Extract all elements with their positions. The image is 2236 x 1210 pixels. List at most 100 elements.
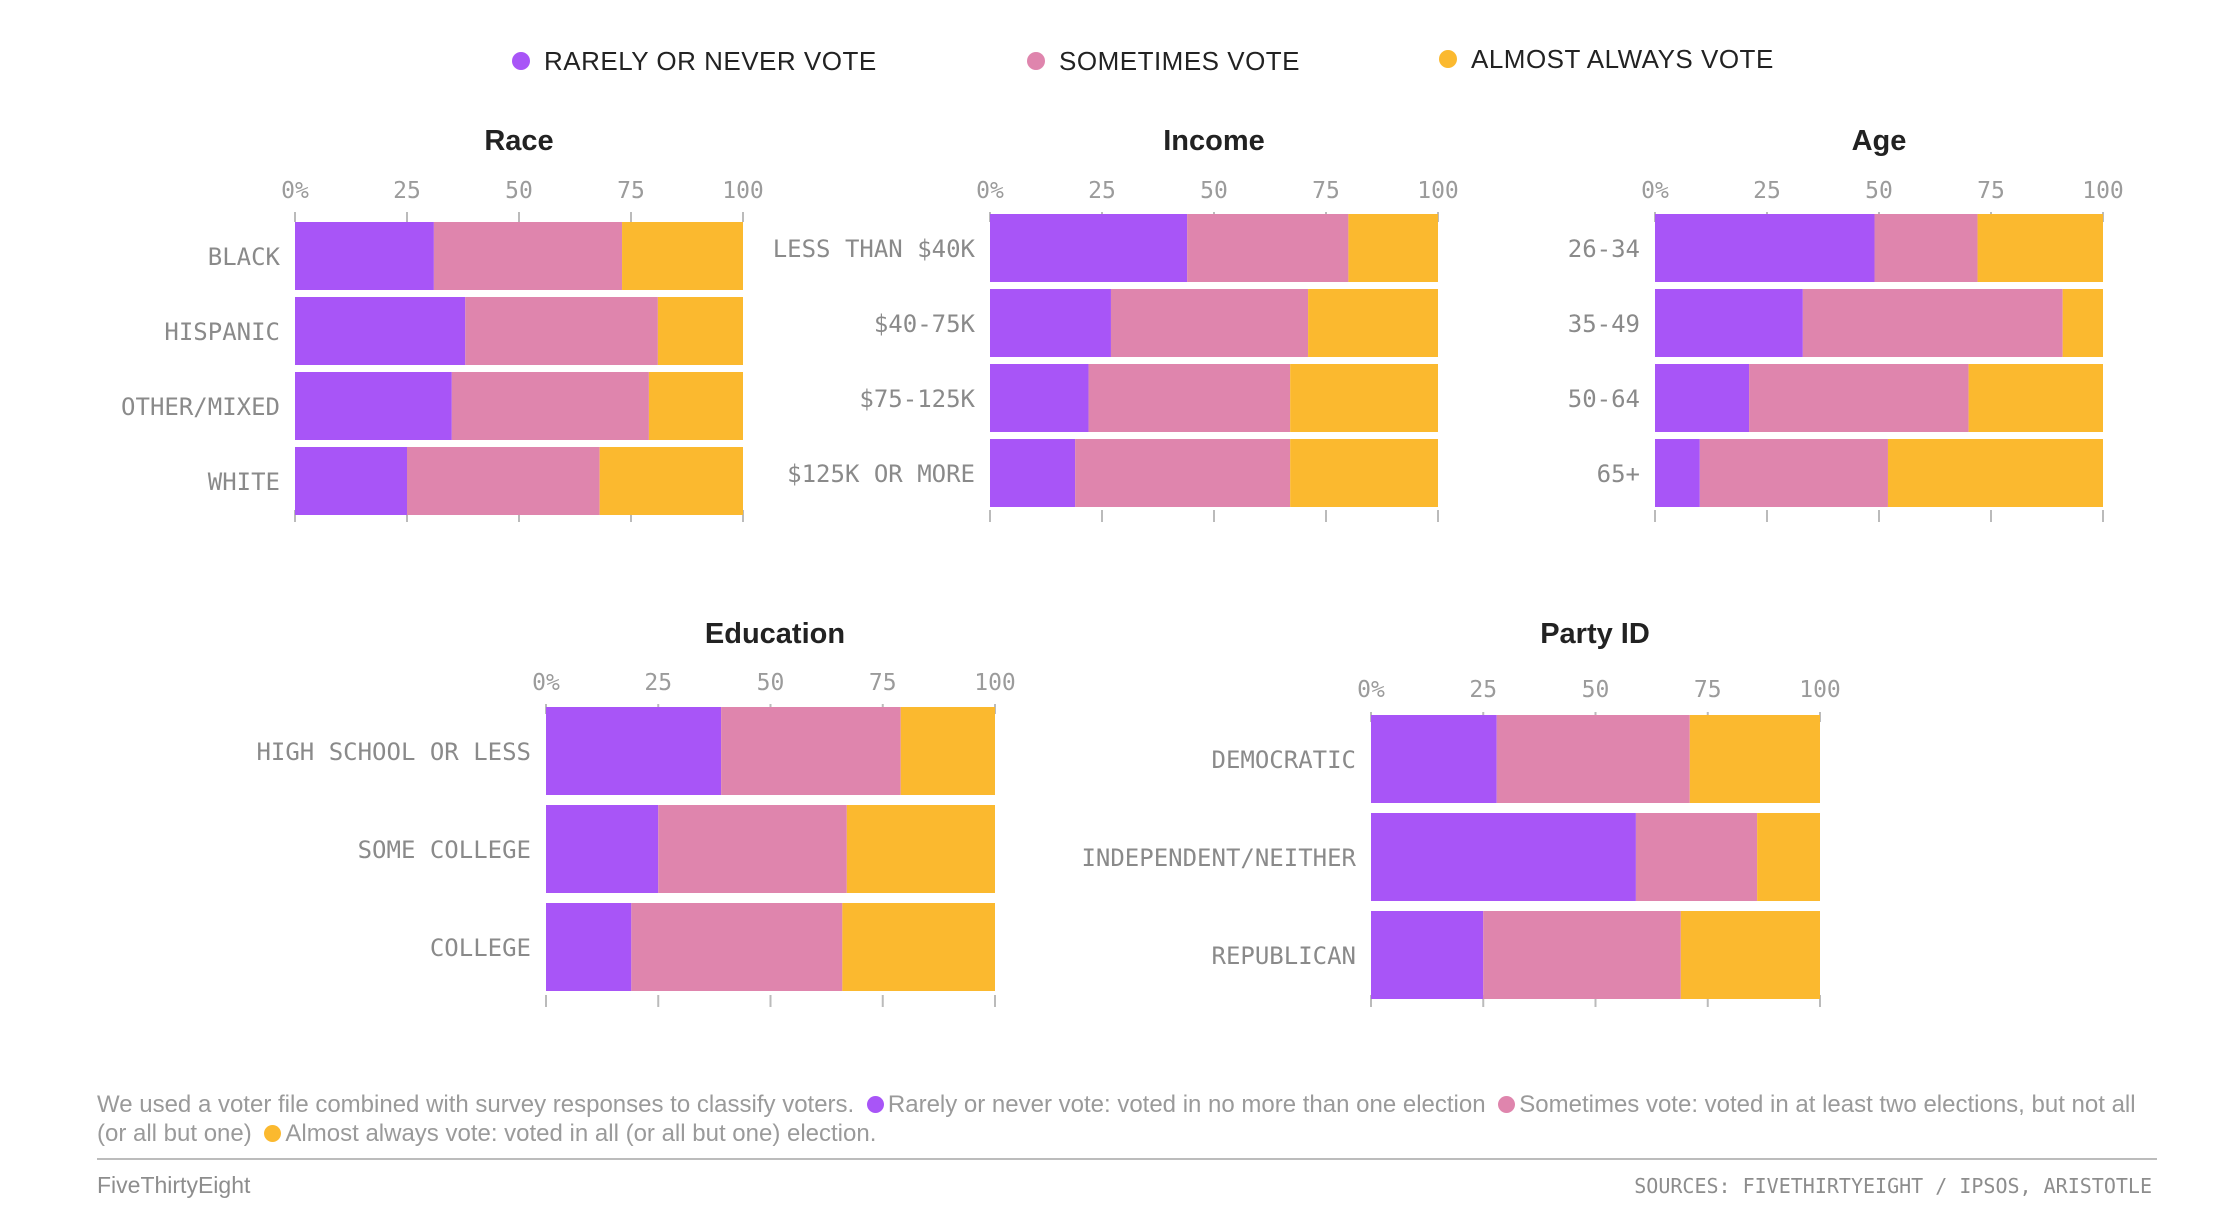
panel-party-id: Party ID 0% 25 50 75 100 DEMOCRATIC INDEPENDENT…	[1081, 618, 1841, 1007]
bar-college-almost-always-vote	[842, 903, 995, 991]
bar-75-125k-sometimes-vote	[1088, 364, 1291, 432]
x-tick-label: 0%	[1641, 178, 1669, 204]
bar-125k-or-more-almost-always-vote	[1290, 439, 1438, 507]
bar-independent-neither-sometimes-vote	[1635, 813, 1758, 901]
bar-50-64-sometimes-vote	[1749, 364, 1969, 432]
bar-65-sometimes-vote	[1699, 439, 1888, 507]
bar-40-75k-almost-always-vote	[1308, 289, 1438, 357]
bar-democratic-sometimes-vote	[1496, 715, 1690, 803]
bar-35-49-rarely-or-never-vote	[1655, 289, 1803, 357]
bar-college-rarely-or-never-vote	[546, 903, 632, 991]
x-tick-label: 100	[1417, 178, 1459, 204]
x-tick-label: 50	[1865, 178, 1893, 204]
panel-education: Education 0% 25 50 75 100 HIGH SCHOOL OR LESS S…	[256, 618, 1016, 1007]
bar-50-64-rarely-or-never-vote	[1655, 364, 1750, 432]
footer-divider	[97, 1158, 2157, 1160]
category-label: REPUBLICAN	[1212, 942, 1357, 970]
chart-panels: Race 0% 25 50 75 100 BLACK HISPANIC OTHER/MIXED W…	[121, 125, 2124, 1007]
bar-independent-neither-rarely-or-never-vote	[1371, 813, 1636, 901]
category-label: COLLEGE	[430, 934, 531, 962]
category-label: WHITE	[208, 468, 280, 496]
legend-marker-rarely-or-never-vote	[512, 52, 530, 70]
x-tick-label: 75	[869, 670, 897, 696]
footnote-always: Almost always vote: voted in all (or all…	[285, 1120, 877, 1147]
bar-white-almost-always-vote	[599, 447, 743, 515]
category-label: 50-64	[1568, 385, 1640, 413]
footnote: We used a voter file combined with surve…	[97, 1090, 2157, 1148]
panel-title: Education	[705, 618, 845, 650]
bar-some-college-sometimes-vote	[658, 805, 847, 893]
x-tick-label: 0%	[532, 670, 560, 696]
bar-hispanic-sometimes-vote	[465, 297, 658, 365]
bar-high-school-or-less-rarely-or-never-vote	[546, 707, 722, 795]
bar-some-college-rarely-or-never-vote	[546, 805, 659, 893]
bar-white-sometimes-vote	[407, 447, 600, 515]
panel-title: Party ID	[1540, 618, 1650, 650]
bar-hispanic-almost-always-vote	[657, 297, 743, 365]
x-tick-label: 25	[1469, 677, 1497, 703]
category-label: INDEPENDENT/NEITHER	[1081, 844, 1356, 872]
category-label: 35-49	[1568, 310, 1640, 338]
footnote-intro: We used a voter file combined with surve…	[97, 1091, 855, 1118]
sometimes-dot-icon	[1498, 1096, 1516, 1113]
category-label: DEMOCRATIC	[1212, 746, 1357, 774]
category-label: 26-34	[1568, 235, 1640, 263]
bar-125k-or-more-sometimes-vote	[1075, 439, 1291, 507]
footnote-sometimes: Sometimes vote: voted in at least two el…	[97, 1091, 2136, 1147]
bar-democratic-almost-always-vote	[1689, 715, 1820, 803]
bar-75-125k-rarely-or-never-vote	[990, 364, 1089, 432]
x-tick-label: 0%	[1357, 677, 1385, 703]
x-tick-label: 75	[1977, 178, 2005, 204]
x-tick-label: 100	[974, 670, 1016, 696]
legend-marker-almost-always-vote	[1439, 50, 1457, 68]
always-dot-icon	[264, 1125, 282, 1142]
bar-high-school-or-less-almost-always-vote	[900, 707, 995, 795]
panel-title: Age	[1852, 125, 1907, 157]
bar-40-75k-sometimes-vote	[1110, 289, 1309, 357]
bar-white-rarely-or-never-vote	[295, 447, 407, 515]
bar-republican-sometimes-vote	[1483, 911, 1681, 999]
category-label: OTHER/MIXED	[121, 393, 280, 421]
bar-black-sometimes-vote	[433, 222, 623, 290]
chart-legend: RARELY OR NEVER VOTE SOMETIMES VOTE ALMOST…	[512, 44, 1774, 76]
bar-50-64-almost-always-vote	[1968, 364, 2103, 432]
x-tick-label: 50	[1200, 178, 1228, 204]
bar-college-sometimes-vote	[631, 903, 843, 991]
bar-less-than-40k-sometimes-vote	[1187, 214, 1349, 282]
bar-35-49-sometimes-vote	[1802, 289, 2063, 357]
bar-some-college-almost-always-vote	[846, 805, 995, 893]
panel-age: Age 0% 25 50 75 100 26-34 35-49 50-64 65+	[1568, 125, 2124, 522]
x-tick-label: 25	[1753, 178, 1781, 204]
category-label: BLACK	[208, 243, 281, 271]
category-label: 65+	[1597, 460, 1640, 488]
rarely-dot-icon	[866, 1096, 884, 1113]
bar-75-125k-almost-always-vote	[1290, 364, 1438, 432]
bar-republican-almost-always-vote	[1680, 911, 1820, 999]
legend-marker-sometimes-vote	[1027, 52, 1045, 70]
bar-black-almost-always-vote	[622, 222, 743, 290]
bar-independent-neither-almost-always-vote	[1757, 813, 1820, 901]
bar-hispanic-rarely-or-never-vote	[295, 297, 466, 365]
sources-credit: SOURCES: FIVETHIRTYEIGHT / IPSOS, ARISTO…	[1634, 1174, 2152, 1198]
category-label: $125K OR MORE	[787, 460, 975, 488]
x-tick-label: 25	[644, 670, 672, 696]
bar-40-75k-rarely-or-never-vote	[990, 289, 1111, 357]
category-label: $75-125K	[859, 385, 975, 413]
category-label: HIGH SCHOOL OR LESS	[256, 738, 531, 766]
brand-name: FiveThirtyEight	[97, 1172, 251, 1198]
x-tick-label: 75	[1312, 178, 1340, 204]
bar-26-34-almost-always-vote	[1977, 214, 2103, 282]
legend-label-rarely-or-never-vote: RARELY OR NEVER VOTE	[544, 46, 877, 76]
legend-label-almost-always-vote: ALMOST ALWAYS VOTE	[1471, 44, 1774, 74]
category-label: SOME COLLEGE	[358, 836, 531, 864]
bar-less-than-40k-almost-always-vote	[1348, 214, 1438, 282]
x-tick-label: 75	[1694, 677, 1722, 703]
panel-title: Race	[484, 125, 553, 157]
footnote-rarely: Rarely or never vote: voted in no more t…	[887, 1091, 1486, 1118]
panel-race: Race 0% 25 50 75 100 BLACK HISPANIC OTHER/MIXED W…	[121, 125, 764, 522]
legend-label-sometimes-vote: SOMETIMES VOTE	[1059, 46, 1300, 76]
bar-other-mixed-rarely-or-never-vote	[295, 372, 452, 440]
category-label: $40-75K	[874, 310, 976, 338]
bar-other-mixed-almost-always-vote	[648, 372, 743, 440]
